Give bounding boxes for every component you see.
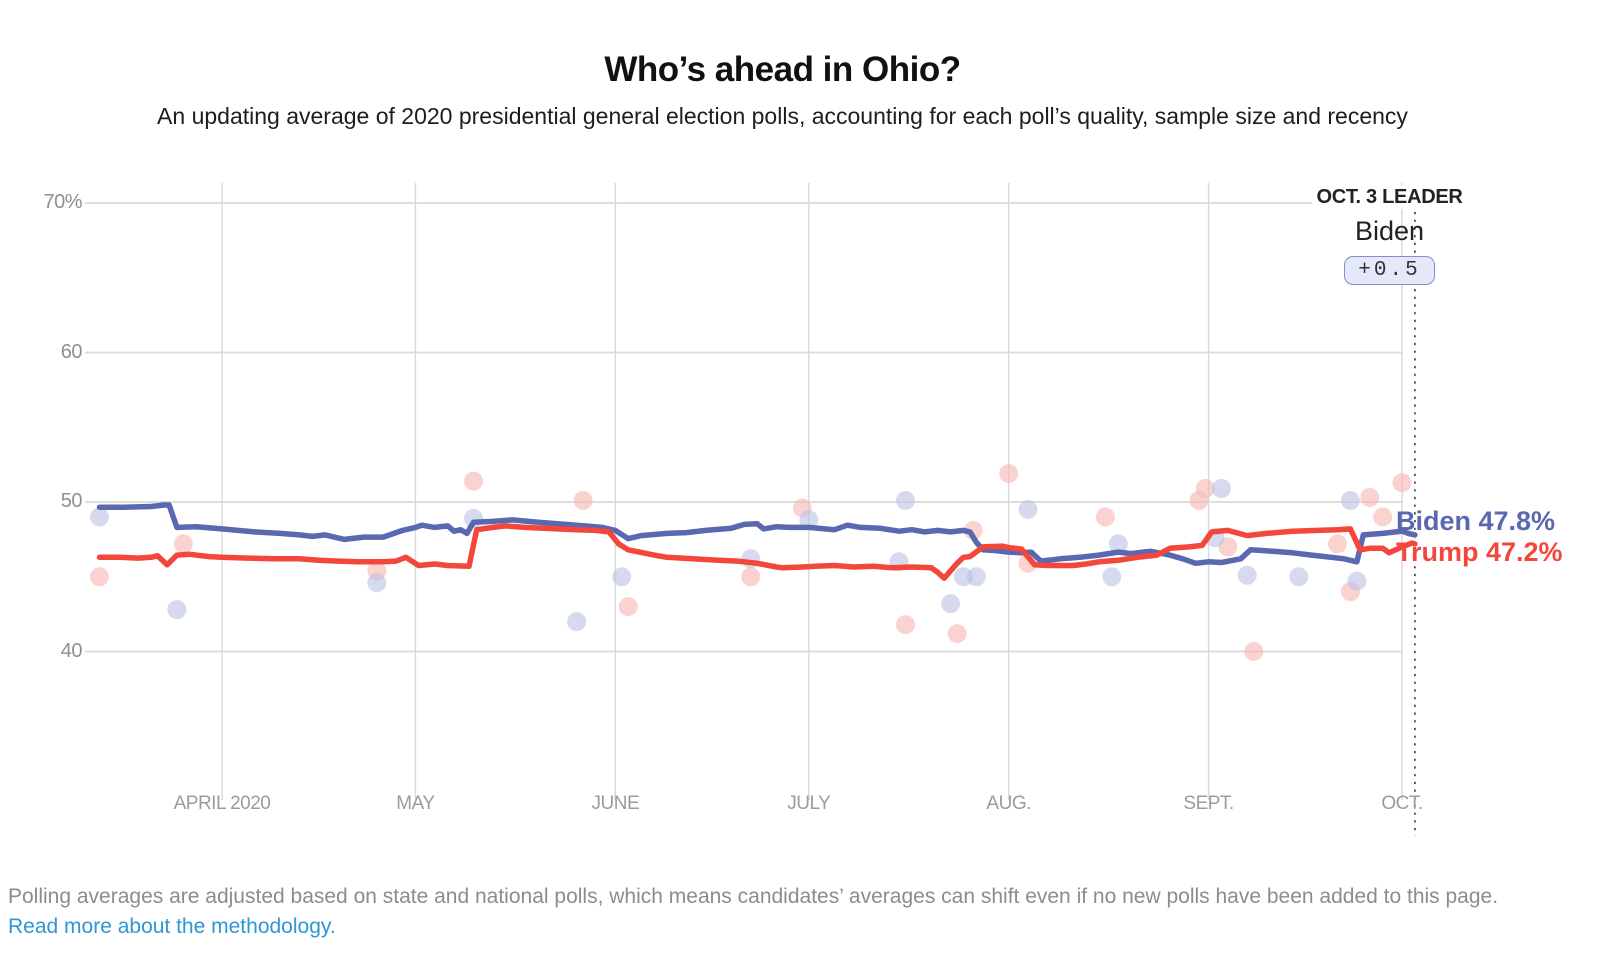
biden-poll-dot (1102, 567, 1122, 587)
y-axis-tick-label: 60 (60, 340, 83, 363)
trump-poll-dot (173, 534, 193, 554)
trump-poll-dot (999, 464, 1019, 484)
trump-poll-dot (1360, 488, 1380, 507)
trump-poll-dot (1373, 507, 1393, 527)
trump-poll-dot (947, 624, 967, 644)
biden-poll-dot (167, 600, 187, 620)
footnote: Polling averages are adjusted based on s… (8, 882, 1553, 942)
biden-poll-dot (1237, 565, 1257, 585)
trump-average-line (96, 523, 1418, 581)
biden-poll-dot (1289, 567, 1309, 587)
biden-poll-dot (1347, 571, 1367, 591)
biden-poll-dot (896, 491, 915, 510)
biden-poll-dot (1108, 534, 1128, 554)
y-axis-tick-label: 70% (43, 191, 82, 213)
x-axis-month-label: MAY (396, 793, 435, 814)
x-axis-month-label: JUNE (591, 793, 640, 814)
trump-poll-dot (1392, 473, 1412, 493)
trump-poll-dot (963, 520, 983, 540)
trump-line-label: Trump 47.2% (1396, 537, 1563, 567)
biden-poll-dot (1340, 491, 1360, 510)
biden-poll-dot (367, 573, 387, 593)
biden-poll-dot (941, 594, 961, 614)
biden-poll-dot (1212, 479, 1231, 498)
trump-poll-dot (464, 471, 483, 491)
biden-poll-dot (567, 612, 587, 632)
biden-poll-dot (90, 507, 109, 527)
trump-poll-dot (618, 597, 638, 617)
biden-poll-dot (612, 567, 632, 587)
leader-candidate-name: Biden (1354, 216, 1425, 246)
x-axis-month-label: JULY (787, 793, 831, 814)
trump-poll-dot (1095, 507, 1115, 527)
y-axis-tick-label: 50 (60, 490, 83, 512)
leader-date-label: OCT. 3 LEADER (1312, 186, 1467, 209)
x-axis-month-label: AUG. (986, 793, 1031, 814)
x-axis-month-label: SEPT. (1183, 793, 1234, 814)
biden-poll-dot (966, 567, 986, 587)
trump-poll-dot (90, 567, 109, 587)
methodology-link[interactable]: Read more about the methodology. (8, 914, 336, 938)
biden-average-line (96, 502, 1418, 567)
y-axis-tick-label: 40 (60, 639, 83, 662)
trump-poll-dot (573, 491, 593, 510)
page-subtitle: An updating average of 2020 presidential… (157, 103, 1408, 129)
trump-poll-dot (1195, 479, 1215, 498)
footnote-text: Polling averages are adjusted based on s… (8, 885, 1499, 908)
trump-poll-dot (896, 615, 915, 635)
leader-annotation: OCT. 3 LEADER Biden +0.5 (1312, 186, 1467, 285)
biden-poll-dot (1018, 500, 1038, 519)
x-axis-month-label: APRIL 2020 (173, 793, 271, 814)
leader-margin-badge: +0.5 (1344, 256, 1435, 285)
biden-line-label: Biden 47.8% (1396, 506, 1556, 536)
trump-poll-dot (741, 567, 761, 587)
trump-poll-dot (1244, 642, 1264, 661)
x-axis-month-label: OCT. (1381, 793, 1423, 814)
page-title: Who’s ahead in Ohio? (604, 50, 961, 89)
trump-poll-dot (1328, 534, 1347, 554)
